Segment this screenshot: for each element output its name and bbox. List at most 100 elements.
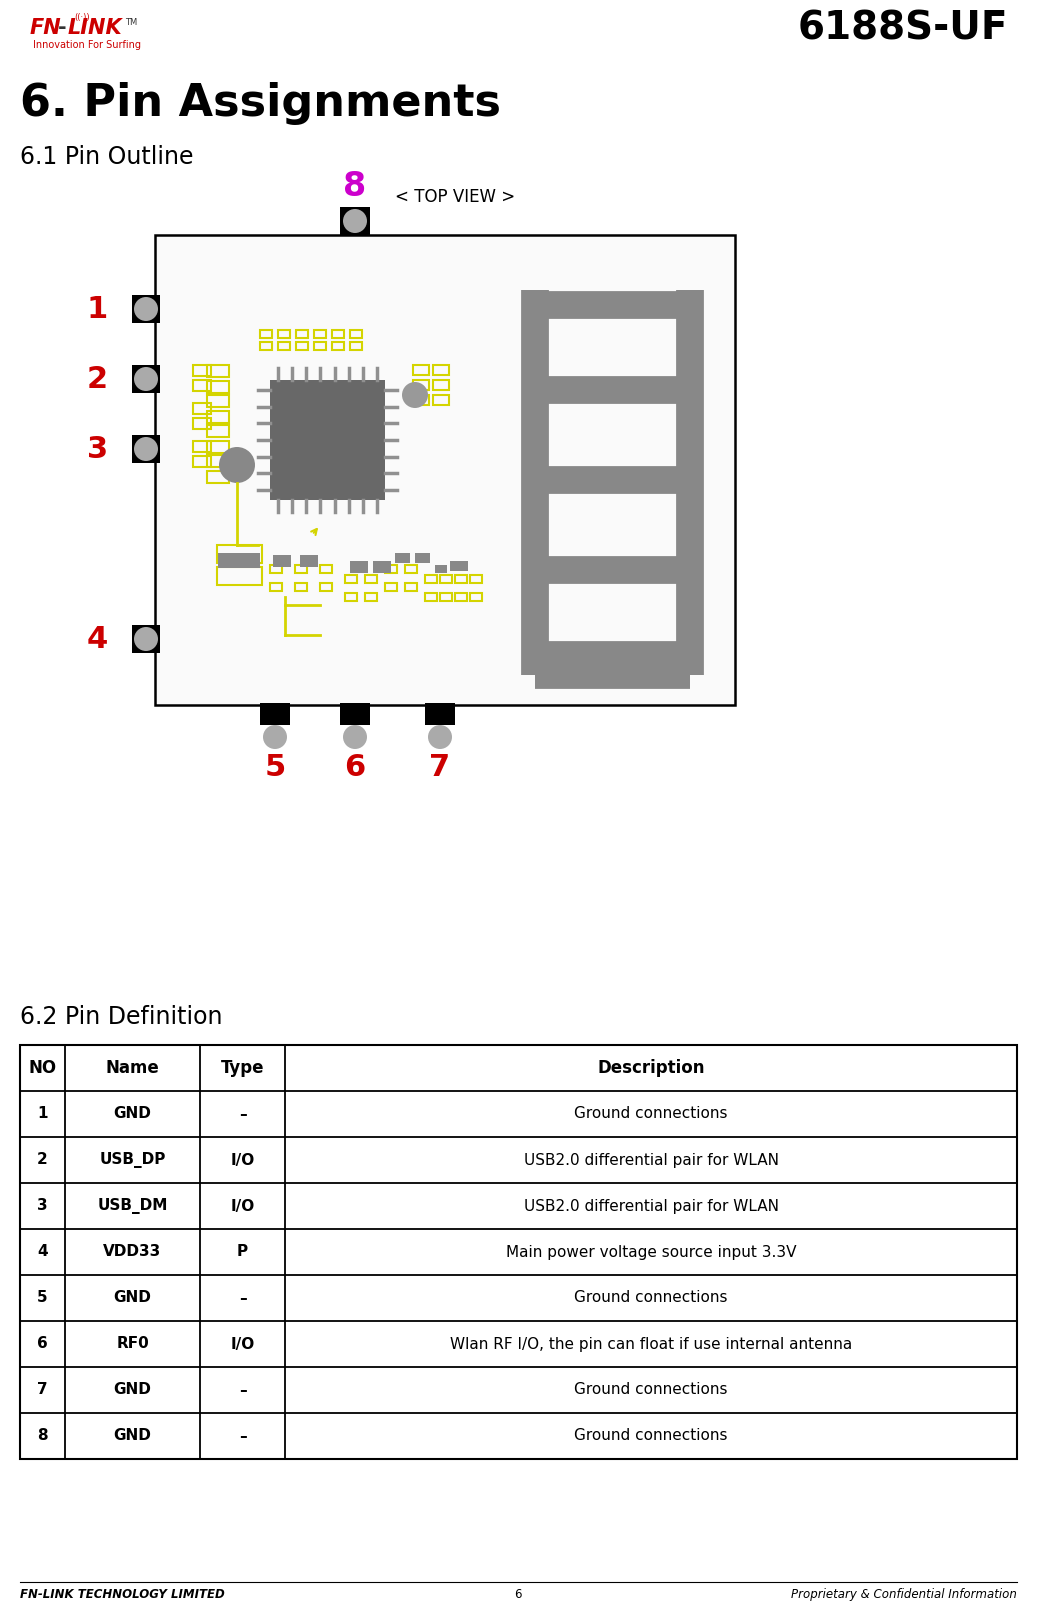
Bar xyxy=(273,555,291,567)
Bar xyxy=(365,593,377,601)
Circle shape xyxy=(343,210,367,234)
Bar xyxy=(296,330,308,339)
Text: NO: NO xyxy=(28,1059,57,1077)
Text: Ground connections: Ground connections xyxy=(574,1106,728,1122)
Bar xyxy=(193,456,211,467)
Bar xyxy=(207,455,229,467)
Text: USB_DM: USB_DM xyxy=(97,1198,168,1214)
Bar xyxy=(260,342,272,350)
Text: –: – xyxy=(239,1106,247,1122)
Text: 1: 1 xyxy=(37,1106,48,1122)
Text: Main power voltage source input 3.3V: Main power voltage source input 3.3V xyxy=(506,1244,796,1259)
Bar xyxy=(435,564,447,572)
Bar xyxy=(395,553,410,563)
Bar xyxy=(405,584,417,592)
Bar xyxy=(340,206,370,235)
Bar xyxy=(207,426,229,437)
Text: FN-LINK TECHNOLOGY LIMITED: FN-LINK TECHNOLOGY LIMITED xyxy=(20,1588,225,1601)
Circle shape xyxy=(343,725,367,750)
Text: Ground connections: Ground connections xyxy=(574,1383,728,1398)
Text: 6.1 Pin Outline: 6.1 Pin Outline xyxy=(20,145,194,169)
Bar xyxy=(300,555,318,567)
Bar xyxy=(20,1045,1017,1459)
Bar xyxy=(260,330,272,339)
Bar xyxy=(207,395,229,406)
Text: 7: 7 xyxy=(429,753,450,782)
Text: 6. Pin Assignments: 6. Pin Assignments xyxy=(20,82,501,126)
Text: LINK: LINK xyxy=(68,18,122,39)
Text: 6188S-UF: 6188S-UF xyxy=(797,10,1008,48)
Text: 3: 3 xyxy=(37,1198,48,1214)
Bar xyxy=(425,593,437,601)
Bar xyxy=(373,561,391,572)
Bar xyxy=(132,295,160,322)
Bar xyxy=(207,411,229,422)
Text: GND: GND xyxy=(114,1383,151,1398)
Circle shape xyxy=(134,297,158,321)
Bar xyxy=(455,575,467,584)
Bar xyxy=(413,364,429,376)
Text: 2: 2 xyxy=(37,1153,48,1167)
Text: 4: 4 xyxy=(37,1244,48,1259)
Text: VDD33: VDD33 xyxy=(104,1244,162,1259)
Bar xyxy=(345,593,357,601)
Text: 5: 5 xyxy=(37,1291,48,1306)
Text: TM: TM xyxy=(125,18,137,27)
Text: GND: GND xyxy=(114,1106,151,1122)
Text: Ground connections: Ground connections xyxy=(574,1291,728,1306)
Circle shape xyxy=(219,447,255,484)
Text: FN: FN xyxy=(30,18,62,39)
Text: 3: 3 xyxy=(87,435,108,464)
Bar xyxy=(351,342,362,350)
Bar xyxy=(433,395,449,405)
Bar xyxy=(425,575,437,584)
Text: 4: 4 xyxy=(87,624,108,653)
Bar xyxy=(351,330,362,339)
Bar xyxy=(332,342,344,350)
Text: 6.2 Pin Definition: 6.2 Pin Definition xyxy=(20,1004,223,1028)
Bar xyxy=(132,435,160,463)
Bar xyxy=(193,418,211,429)
Text: 7: 7 xyxy=(37,1383,48,1398)
Bar xyxy=(320,564,332,572)
Text: USB_DP: USB_DP xyxy=(100,1153,166,1169)
Bar xyxy=(345,575,357,584)
Bar xyxy=(132,364,160,393)
Bar xyxy=(193,364,211,376)
Text: 8: 8 xyxy=(343,171,367,203)
Bar xyxy=(155,235,735,704)
Bar xyxy=(470,575,482,584)
Text: I/O: I/O xyxy=(230,1336,255,1351)
Bar xyxy=(332,330,344,339)
Text: 2: 2 xyxy=(87,364,108,393)
Text: -: - xyxy=(58,18,66,39)
Bar xyxy=(351,561,368,572)
Text: USB2.0 differential pair for WLAN: USB2.0 differential pair for WLAN xyxy=(524,1153,779,1167)
Text: 5: 5 xyxy=(264,753,285,782)
Bar xyxy=(132,625,160,653)
Bar xyxy=(217,567,262,585)
Bar xyxy=(270,584,282,592)
Bar xyxy=(314,330,326,339)
Bar xyxy=(385,564,397,572)
Bar xyxy=(413,395,429,405)
Bar xyxy=(440,593,452,601)
Bar xyxy=(278,342,290,350)
Bar xyxy=(207,364,229,377)
Bar xyxy=(433,364,449,376)
Bar xyxy=(320,584,332,592)
Bar xyxy=(433,380,449,390)
Text: < TOP VIEW >: < TOP VIEW > xyxy=(395,189,515,206)
Bar xyxy=(470,593,482,601)
Text: Innovation For Surfing: Innovation For Surfing xyxy=(33,40,141,50)
Bar xyxy=(340,703,370,725)
Bar xyxy=(193,442,211,451)
Bar xyxy=(455,593,467,601)
Text: Name: Name xyxy=(106,1059,160,1077)
Text: GND: GND xyxy=(114,1428,151,1443)
Text: 6: 6 xyxy=(514,1588,522,1601)
Text: 6: 6 xyxy=(37,1336,48,1351)
Circle shape xyxy=(402,382,428,408)
Text: GND: GND xyxy=(114,1291,151,1306)
Bar xyxy=(413,380,429,390)
